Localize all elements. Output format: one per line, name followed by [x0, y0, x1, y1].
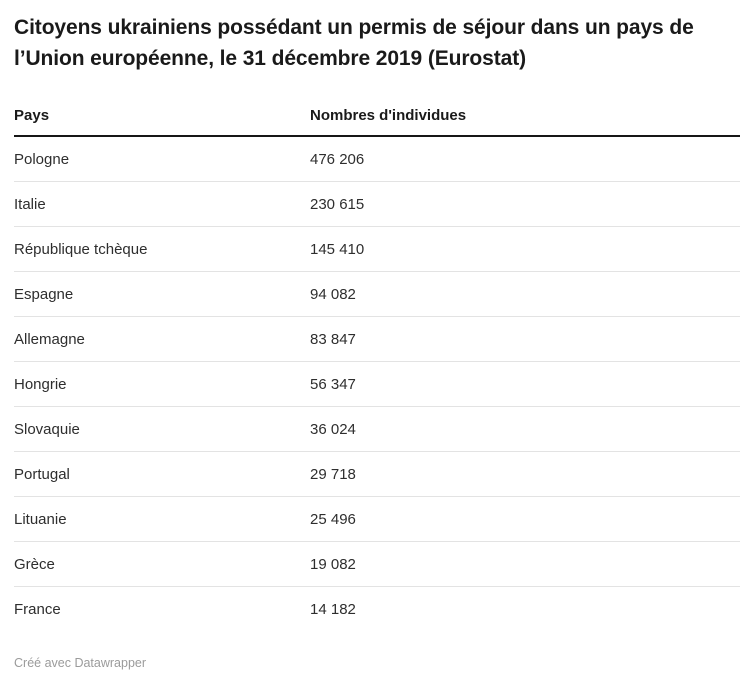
table-header-row: Pays Nombres d'individues: [14, 92, 740, 137]
country-cell: Portugal: [14, 465, 70, 483]
value-cell: 476 206: [310, 150, 365, 168]
table-row: Allemagne 83 847: [14, 317, 740, 362]
table-row: Italie 230 615: [14, 182, 740, 227]
country-cell: Espagne: [14, 285, 74, 303]
table-row: Slovaquie 36 024: [14, 407, 740, 452]
country-cell: Lituanie: [14, 510, 67, 528]
table-row: Pologne 476 206: [14, 137, 740, 182]
value-cell: 83 847: [310, 330, 356, 348]
chart-title: Citoyens ukrainiens possédant un permis …: [14, 16, 694, 70]
datawrapper-credit-link[interactable]: Créé avec Datawrapper: [14, 656, 147, 670]
country-cell: Pologne: [14, 150, 70, 168]
datawrapper-table-page: Citoyens ukrainiens possédant un permis …: [0, 12, 754, 670]
country-cell: Allemagne: [14, 330, 85, 348]
value-cell: 19 082: [310, 555, 356, 573]
table-row: France 14 182: [14, 587, 740, 632]
value-cell: 56 347: [310, 375, 356, 393]
table-row: Lituanie 25 496: [14, 497, 740, 542]
value-cell: 29 718: [310, 465, 356, 483]
value-cell: 36 024: [310, 420, 356, 438]
data-table: Pays Nombres d'individues Pologne 476 20…: [14, 92, 740, 632]
table-row: République tchèque 145 410: [14, 227, 740, 272]
column-header-pays: Pays: [14, 107, 50, 124]
table-row: Espagne 94 082: [14, 272, 740, 317]
value-cell: 145 410: [310, 240, 365, 258]
table-row: Hongrie 56 347: [14, 362, 740, 407]
value-cell: 14 182: [310, 601, 356, 618]
column-header-nombres: Nombres d'individues: [310, 107, 467, 124]
country-cell: Hongrie: [14, 375, 67, 393]
country-cell: République tchèque: [14, 240, 148, 258]
country-cell: Grèce: [14, 555, 55, 573]
value-cell: 25 496: [310, 510, 356, 528]
country-cell: France: [14, 601, 61, 618]
table-row: Portugal 29 718: [14, 452, 740, 497]
country-cell: Slovaquie: [14, 420, 80, 438]
country-cell: Italie: [14, 195, 46, 213]
value-cell: 94 082: [310, 285, 356, 303]
table-row: Grèce 19 082: [14, 542, 740, 587]
value-cell: 230 615: [310, 195, 365, 213]
